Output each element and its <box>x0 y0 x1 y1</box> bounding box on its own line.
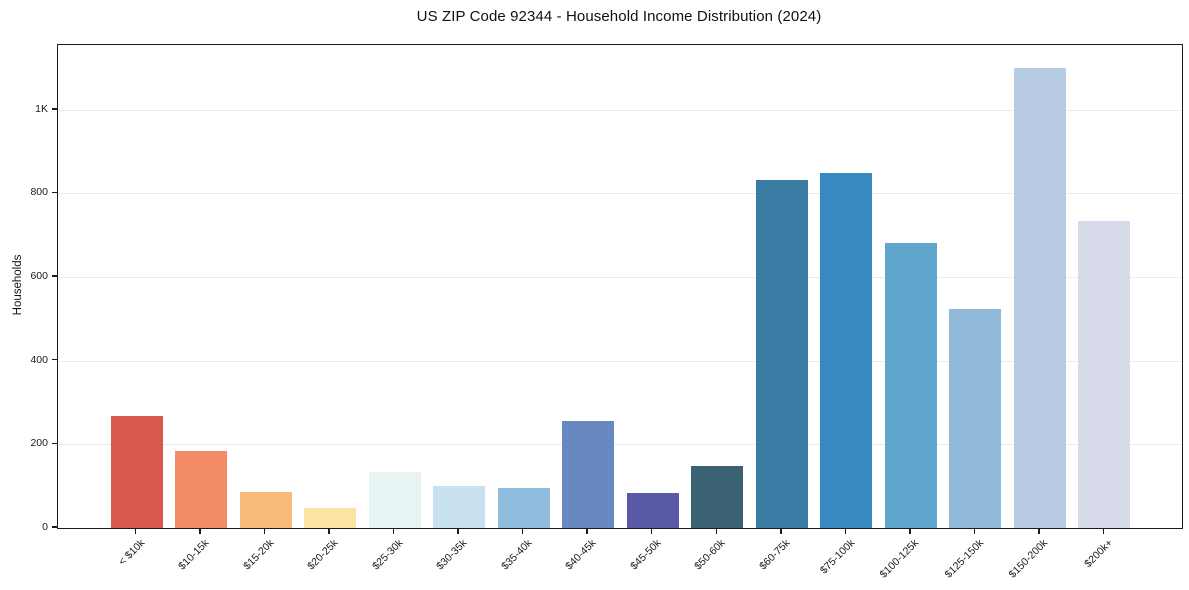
y-tick-mark <box>52 275 57 277</box>
y-tick-label: 800 <box>30 186 48 199</box>
bar-$35-40k <box>497 487 550 528</box>
gridline-200 <box>58 444 1182 446</box>
x-tick-mark <box>521 528 524 534</box>
x-tick-label: $45-50k <box>627 537 664 573</box>
x-tick-label: $150-200k <box>1006 537 1051 581</box>
x-tick-mark <box>715 528 718 534</box>
y-axis-label: Households <box>12 254 24 316</box>
y-tick-mark <box>52 526 57 528</box>
bar-$45-50k <box>626 493 679 528</box>
gridline-1K <box>58 109 1182 111</box>
x-tick-label: $50-60k <box>692 537 728 573</box>
x-tick-label: $25-30k <box>369 537 406 573</box>
y-tick-mark <box>52 108 57 110</box>
bar-$150-200k <box>1013 68 1066 528</box>
x-tick-mark <box>650 528 653 534</box>
y-tick-label: 1K <box>35 102 48 115</box>
bar-$30-35k <box>433 486 486 528</box>
x-tick-mark <box>844 528 847 534</box>
x-tick-mark <box>973 528 976 534</box>
y-tick-label: 0 <box>42 521 48 533</box>
x-tick-mark <box>392 528 395 534</box>
y-tick-label: 400 <box>30 353 48 366</box>
y-tick-label: 200 <box>30 437 48 450</box>
bar-$40-45k <box>562 420 615 528</box>
x-tick-mark <box>780 528 782 534</box>
x-tick-label: $200k+ <box>1081 537 1115 571</box>
x-tick-label: $40-45k <box>563 537 599 573</box>
x-tick-label: $60-75k <box>756 537 793 573</box>
x-tick-mark <box>909 528 911 534</box>
x-tick-label: $75-100k <box>817 537 857 577</box>
x-tick-label: $100-125k <box>877 537 922 581</box>
bar-$10-15k <box>175 451 228 528</box>
plot-area <box>57 44 1183 529</box>
bar-$60-75k <box>755 179 808 528</box>
x-tick-label: $10-15k <box>176 537 212 573</box>
y-tick-label: 600 <box>30 270 48 283</box>
y-tick-mark <box>52 442 57 445</box>
bar-< $10k <box>110 415 163 528</box>
bar-$15-20k <box>239 492 292 528</box>
x-tick-label: $125-150k <box>942 537 986 581</box>
bar-$100-125k <box>884 242 937 528</box>
bar-$50-60k <box>691 466 744 528</box>
x-tick-mark <box>134 528 137 534</box>
x-tick-mark <box>586 528 588 534</box>
x-tick-mark <box>1038 528 1040 534</box>
gridline-800 <box>58 193 1182 195</box>
y-tick-mark <box>52 191 57 194</box>
bar-$25-30k <box>368 471 421 528</box>
bar-$200k+ <box>1078 221 1131 528</box>
x-tick-mark <box>328 528 330 534</box>
bar-$125-150k <box>949 308 1002 528</box>
x-tick-label: < $10k <box>115 537 147 568</box>
chart-title: US ZIP Code 92344 - Household Income Dis… <box>416 8 822 25</box>
x-tick-mark <box>1102 528 1105 534</box>
gridline-400 <box>58 360 1182 362</box>
x-tick-mark <box>457 528 459 534</box>
x-tick-label: $15-20k <box>240 537 277 573</box>
x-tick-label: $30-35k <box>434 537 470 573</box>
bar-$20-25k <box>304 507 357 528</box>
x-tick-mark <box>199 528 201 534</box>
gridline-600 <box>58 277 1182 279</box>
x-tick-label: $20-25k <box>305 537 341 573</box>
x-tick-mark <box>263 528 266 534</box>
y-tick-mark <box>52 358 57 361</box>
x-tick-label: $35-40k <box>498 537 535 573</box>
bar-$75-100k <box>820 173 873 528</box>
